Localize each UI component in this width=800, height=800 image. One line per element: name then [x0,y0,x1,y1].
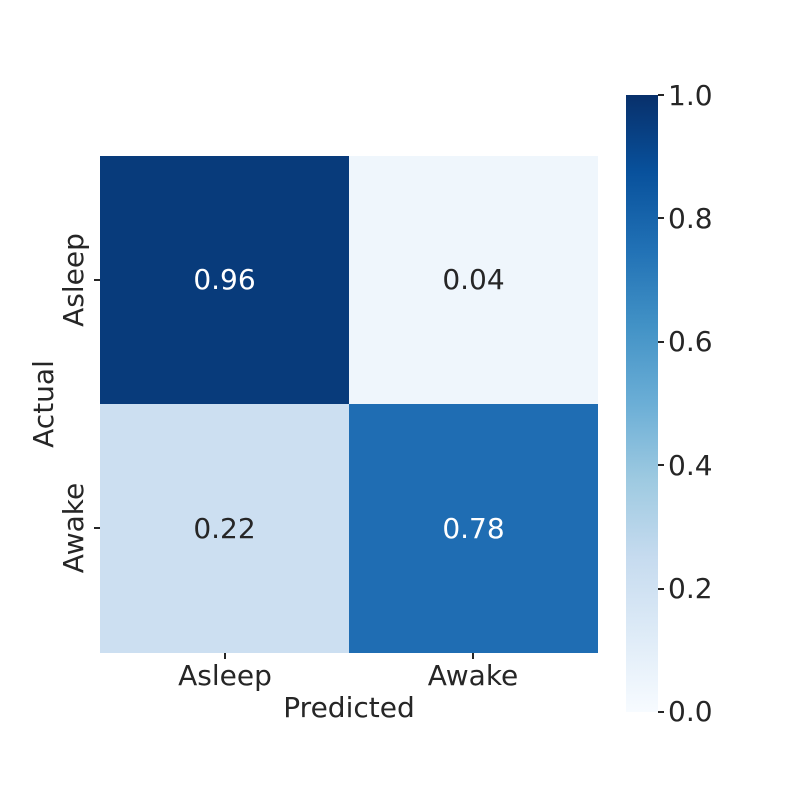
heatmap-cell-awake-awake: 0.78 [349,404,598,653]
colorbar-tick-label: 0.8 [668,202,713,235]
colorbar-tick-mark [658,94,664,96]
x-axis-title: Predicted [283,691,415,724]
cell-value: 0.22 [193,511,256,545]
colorbar-tick-label: 0.0 [668,695,713,728]
heatmap: 0.96 0.04 0.22 0.78 [100,156,598,653]
colorbar-tick-mark [658,711,664,713]
y-axis-title: Actual [27,360,60,448]
x-tick-mark-awake [472,653,474,659]
colorbar-tick-label: 0.4 [668,449,713,482]
colorbar-tick-mark [658,341,664,343]
y-tick-label-awake: Awake [57,482,90,574]
x-tick-label-asleep: Asleep [178,659,272,692]
colorbar-tick-label: 0.6 [668,325,713,358]
colorbar-tick-mark [658,464,664,466]
cell-value: 0.04 [442,263,505,296]
heatmap-cell-asleep-asleep: 0.96 [100,156,349,404]
heatmap-cell-asleep-awake: 0.04 [349,156,598,404]
cell-value: 0.96 [193,263,256,296]
colorbar-tick-mark [658,217,664,219]
heatmap-cell-awake-asleep: 0.22 [100,404,349,653]
colorbar-gradient [626,95,658,712]
colorbar-tick-label: 1.0 [668,79,713,112]
x-tick-mark-asleep [224,653,226,659]
y-tick-mark-asleep [94,279,100,281]
y-tick-label-asleep: Asleep [57,233,90,327]
colorbar-tick-mark [658,588,664,590]
y-tick-mark-awake [94,527,100,529]
x-tick-label-awake: Awake [427,659,519,692]
cell-value: 0.78 [442,511,505,545]
colorbar-tick-label: 0.2 [668,572,713,605]
